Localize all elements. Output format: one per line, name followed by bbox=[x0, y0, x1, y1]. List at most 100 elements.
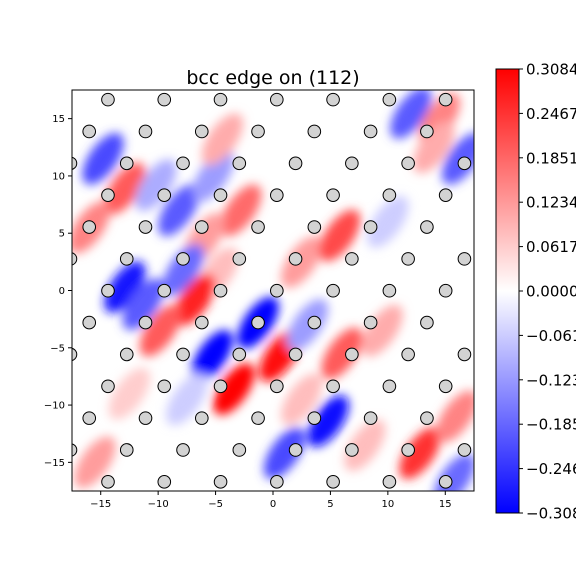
field-lobe bbox=[174, 273, 216, 326]
atom-marker bbox=[82, 315, 97, 330]
field-lobe bbox=[263, 427, 306, 480]
atom-marker bbox=[457, 252, 472, 266]
atom-marker bbox=[232, 156, 247, 171]
atom-marker bbox=[157, 283, 172, 298]
field-lobe bbox=[281, 236, 323, 288]
atom-marker bbox=[288, 156, 303, 171]
atom-marker bbox=[326, 92, 340, 107]
atom-marker bbox=[101, 379, 115, 394]
x-tick-label: −15 bbox=[90, 499, 111, 510]
atom-marker bbox=[251, 411, 265, 425]
atom-marker bbox=[477, 125, 490, 138]
y-axis: −15 −10 −5 0 5 10 15 bbox=[44, 114, 72, 469]
atom-marker bbox=[82, 411, 97, 425]
atom-marker bbox=[213, 92, 228, 107]
atom-marker bbox=[288, 347, 303, 362]
atom-marker bbox=[138, 124, 153, 139]
atom-marker bbox=[307, 124, 322, 139]
field-lobe bbox=[74, 436, 116, 489]
field-lobe bbox=[139, 304, 182, 357]
atom-marker bbox=[457, 156, 472, 171]
atom-marker bbox=[326, 283, 340, 298]
atom-marker bbox=[72, 156, 78, 170]
atom-marker bbox=[307, 411, 322, 425]
atom-marker bbox=[157, 379, 172, 394]
field-lobe bbox=[433, 453, 474, 491]
field-lobe bbox=[361, 304, 403, 357]
atom-marker bbox=[401, 252, 415, 266]
atom-marker bbox=[363, 220, 378, 234]
colorbar-tick-label: −0.0617 bbox=[526, 327, 576, 345]
colorbar-tick-label: −0.2467 bbox=[526, 460, 576, 478]
atom-marker bbox=[401, 443, 415, 457]
atom-marker bbox=[194, 315, 209, 330]
atom-marker bbox=[101, 475, 115, 489]
atom-marker bbox=[213, 379, 228, 394]
colorbar: 0.3084 0.2467 0.1851 0.1234 0.0617 0.0000 −0.0… bbox=[495, 61, 576, 523]
field-lobe bbox=[104, 162, 146, 215]
atom-marker bbox=[477, 316, 490, 329]
atom-marker bbox=[138, 220, 153, 234]
atom-marker bbox=[157, 475, 172, 489]
atom-layer bbox=[72, 92, 490, 489]
atom-marker bbox=[326, 475, 340, 489]
field-lobe bbox=[436, 390, 474, 443]
atom-marker bbox=[251, 220, 265, 234]
atom-marker bbox=[232, 347, 247, 362]
atom-marker bbox=[382, 283, 397, 298]
atom-marker bbox=[420, 411, 434, 425]
field-lobe bbox=[321, 327, 363, 380]
atom-marker bbox=[345, 156, 359, 171]
atom-marker bbox=[119, 156, 134, 171]
field-lobe bbox=[367, 195, 409, 248]
atom-marker bbox=[382, 379, 397, 394]
y-tick-label: 5 bbox=[59, 229, 65, 240]
atom-marker bbox=[101, 92, 115, 107]
colorbar-tick-label: 0.1234 bbox=[526, 194, 576, 212]
colorbar-tick-label: −0.1234 bbox=[526, 371, 576, 389]
colorbar-tick-label: 0.2467 bbox=[526, 105, 576, 123]
atom-marker bbox=[101, 283, 115, 298]
field-map bbox=[72, 90, 474, 491]
atom-marker bbox=[401, 347, 415, 362]
atom-marker bbox=[457, 443, 472, 457]
field-lobe bbox=[413, 121, 455, 174]
plot-area bbox=[71, 89, 490, 492]
atom-marker bbox=[363, 315, 378, 330]
x-tick-label: 5 bbox=[327, 499, 333, 510]
x-tick-label: −5 bbox=[208, 499, 223, 510]
atom-marker bbox=[382, 475, 397, 489]
atom-marker bbox=[232, 252, 247, 266]
field-lobe bbox=[166, 373, 208, 426]
atom-marker bbox=[420, 315, 434, 330]
field-lobe bbox=[158, 184, 200, 237]
atom-marker bbox=[194, 220, 209, 234]
atom-marker bbox=[157, 188, 172, 202]
field-lobe bbox=[344, 419, 386, 472]
field-lobe bbox=[213, 363, 255, 415]
colorbar-tick-label: −0.3084 bbox=[526, 505, 576, 523]
atom-marker bbox=[82, 220, 97, 234]
field-lobe bbox=[220, 184, 262, 237]
atom-marker bbox=[420, 220, 434, 234]
colorbar-gradient bbox=[495, 68, 520, 514]
atom-marker bbox=[363, 124, 378, 139]
atom-marker bbox=[232, 443, 247, 457]
atom-marker bbox=[82, 124, 97, 139]
y-tick-label: 0 bbox=[59, 286, 65, 297]
atom-marker bbox=[251, 124, 265, 139]
colorbar-tick-label: 0.0000 bbox=[526, 283, 576, 301]
colorbar-tick-label: −0.1851 bbox=[526, 416, 576, 434]
atom-marker bbox=[288, 252, 303, 266]
atom-marker bbox=[270, 188, 284, 202]
atom-marker bbox=[138, 411, 153, 425]
atom-marker bbox=[101, 188, 115, 202]
field-lobe bbox=[286, 299, 329, 351]
atom-marker bbox=[251, 315, 265, 330]
atom-marker bbox=[157, 92, 172, 107]
atom-marker bbox=[307, 220, 322, 234]
field-lobe bbox=[108, 367, 151, 420]
field-lobe bbox=[162, 244, 205, 296]
atom-marker bbox=[477, 412, 490, 425]
